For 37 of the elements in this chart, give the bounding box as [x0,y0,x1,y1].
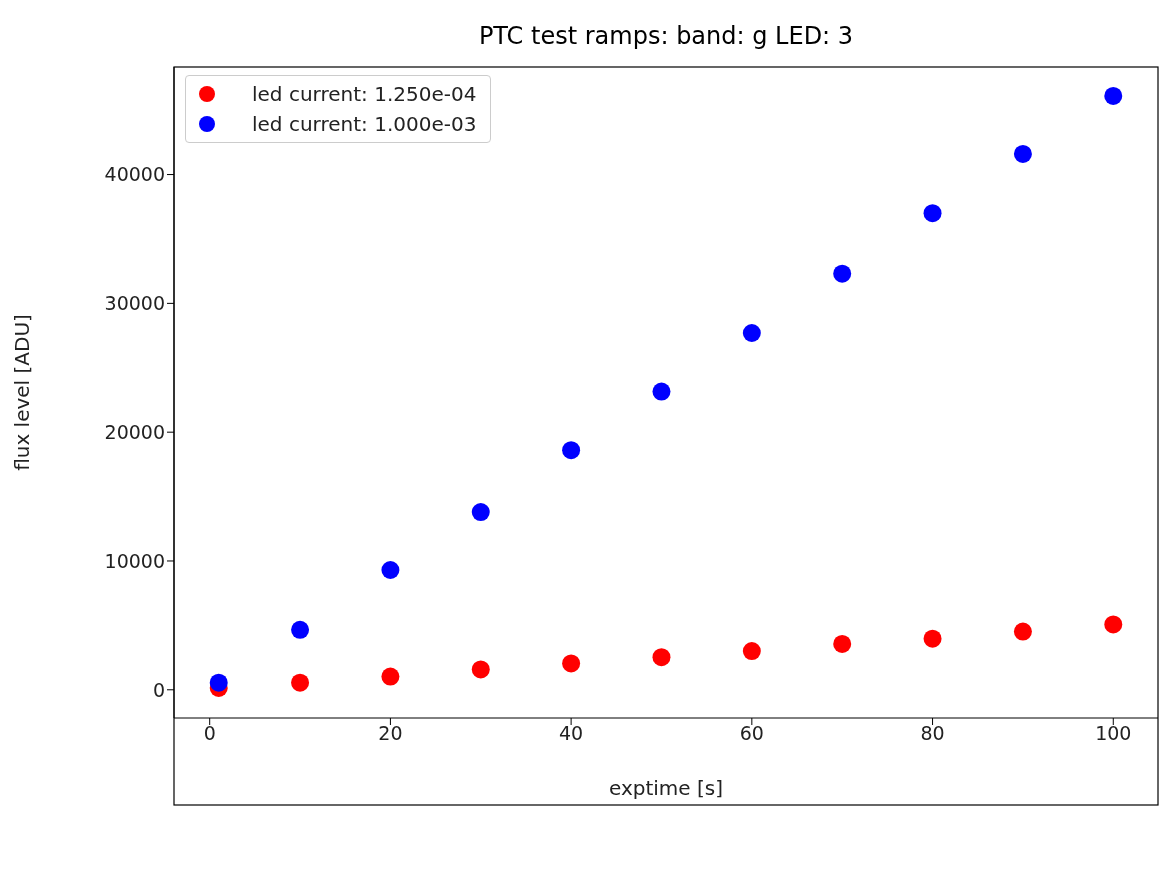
point [291,673,310,692]
point [291,620,310,639]
point [381,561,400,579]
point [742,323,761,342]
point [1013,622,1032,641]
y-tick-label: 10000 [104,549,165,572]
point [923,204,942,223]
x-tick-label: 100 [1095,722,1132,745]
legend-label: led current: 1.000e-03 [252,111,477,138]
x-tick-label: 60 [739,722,764,745]
point [471,503,490,522]
x-tick-label: 0 [203,722,216,745]
legend-label: led current: 1.250e-04 [252,81,477,108]
point [562,441,581,460]
x-axis-title: exptime [s] [608,776,724,800]
x-tick-label: 80 [920,722,945,745]
point [1104,615,1123,634]
x-tick-label: 40 [559,722,584,745]
y-tick-label: 20000 [104,420,165,443]
y-axis-title: flux level [ADU] [10,314,35,471]
point [471,660,490,679]
point [652,648,671,667]
point [833,264,852,283]
point [742,642,761,661]
point [833,634,852,653]
y-tick-label: 0 [152,678,165,701]
point [923,629,942,648]
point [652,382,671,401]
point [1013,144,1032,163]
point [209,673,228,692]
x-tick-label: 20 [378,722,403,745]
point [1104,86,1123,105]
chart-title: PTC test ramps: band: g LED: 3 [477,22,855,50]
point [381,667,400,686]
point [562,654,581,673]
y-tick-label: 40000 [104,163,165,186]
y-tick-label: 30000 [104,292,165,315]
